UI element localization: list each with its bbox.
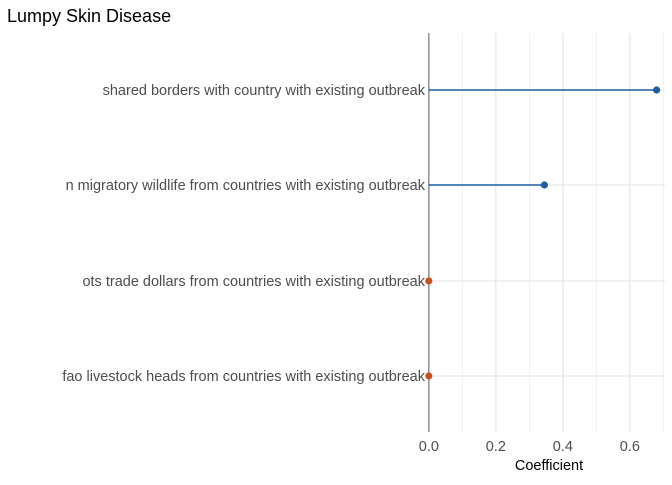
x-tick-label: 0.0 [419,439,439,455]
category-labels: shared borders with country with existin… [62,83,425,385]
x-axis-ticks: 0.0 0.2 0.4 0.6 [419,439,640,455]
lollipop-point [540,181,549,189]
lollipop-point [425,372,433,380]
lollipop-point [425,277,433,285]
category-label: shared borders with country with existin… [103,83,426,99]
grid-layer [428,33,665,432]
category-label: fao livestock heads from countries with … [62,369,425,385]
marks-layer [425,86,661,380]
lollipop-point [653,86,661,94]
x-tick-label: 0.6 [620,439,640,455]
chart-title: Lumpy Skin Disease [7,6,171,26]
x-tick-label: 0.4 [553,439,573,455]
category-label: ots trade dollars from countries with ex… [82,274,425,290]
x-axis-title: Coefficient [515,458,583,474]
category-label: n migratory wildlife from countries with… [66,178,426,194]
x-tick-label: 0.2 [486,439,506,455]
